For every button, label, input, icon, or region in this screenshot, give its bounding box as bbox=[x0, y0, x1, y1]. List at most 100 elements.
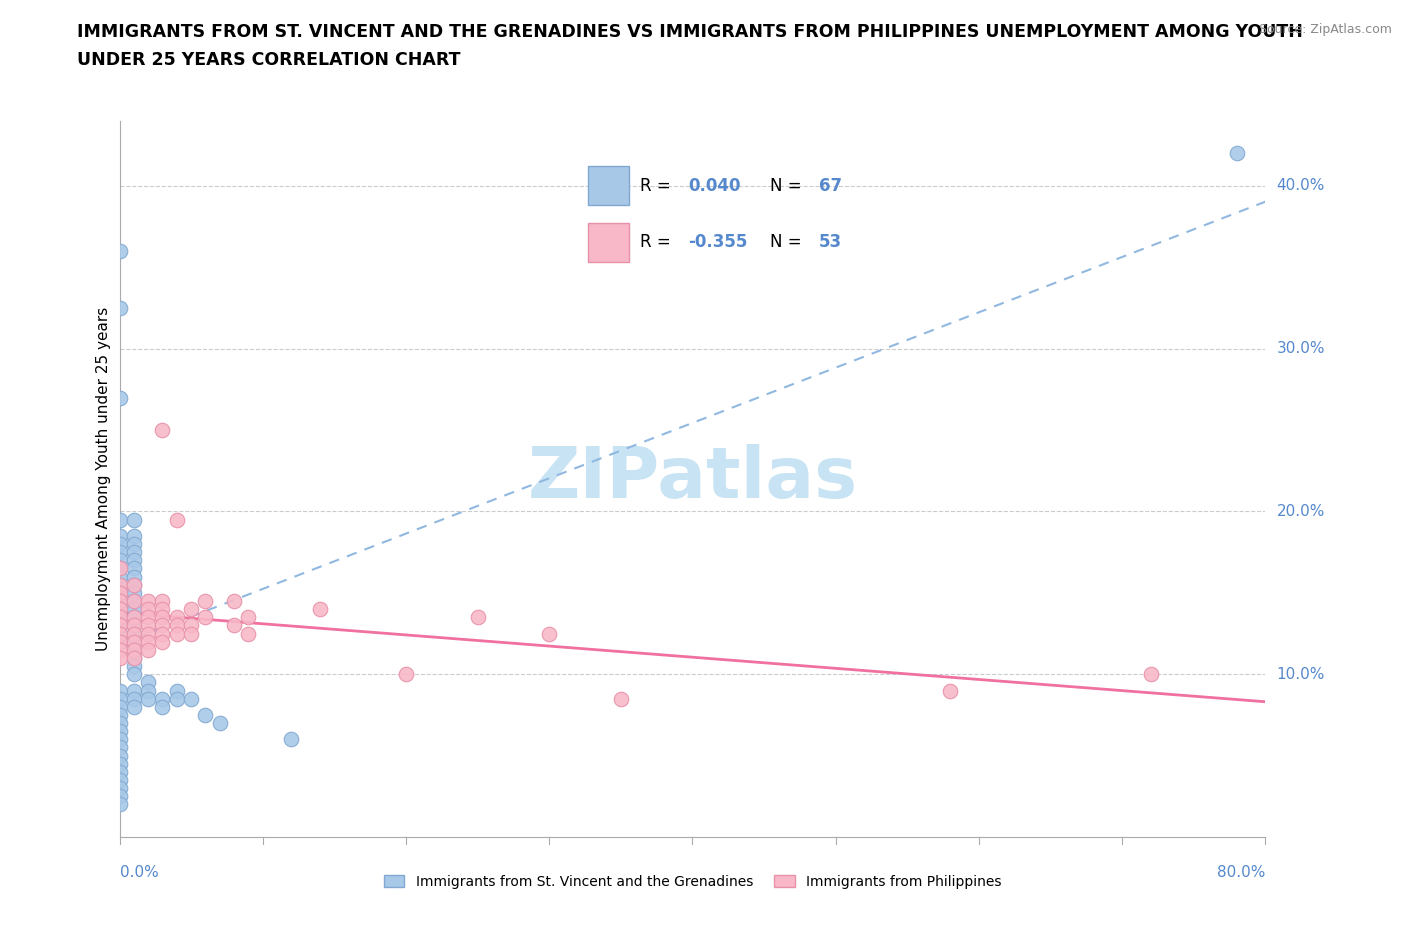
Point bbox=[108, 724, 131, 738]
Point bbox=[122, 610, 145, 625]
Point bbox=[395, 667, 418, 682]
Point bbox=[122, 658, 145, 673]
Point bbox=[122, 643, 145, 658]
Point bbox=[108, 634, 131, 649]
Text: 80.0%: 80.0% bbox=[1218, 865, 1265, 880]
Legend: Immigrants from St. Vincent and the Grenadines, Immigrants from Philippines: Immigrants from St. Vincent and the Gren… bbox=[378, 870, 1007, 895]
Point bbox=[122, 537, 145, 551]
Point bbox=[194, 708, 217, 723]
Point bbox=[108, 528, 131, 543]
Point bbox=[136, 618, 159, 633]
Point bbox=[122, 634, 145, 649]
Point bbox=[122, 561, 145, 576]
Point bbox=[136, 593, 159, 608]
Point bbox=[180, 602, 202, 617]
Point bbox=[108, 569, 131, 584]
Point bbox=[222, 618, 246, 633]
Text: 0.0%: 0.0% bbox=[120, 865, 159, 880]
Text: IMMIGRANTS FROM ST. VINCENT AND THE GRENADINES VS IMMIGRANTS FROM PHILIPPINES UN: IMMIGRANTS FROM ST. VINCENT AND THE GREN… bbox=[77, 23, 1303, 41]
Point bbox=[108, 716, 131, 731]
Point bbox=[108, 300, 131, 315]
Point bbox=[108, 586, 131, 601]
Point bbox=[108, 764, 131, 779]
Point bbox=[108, 789, 131, 804]
Text: 10.0%: 10.0% bbox=[1277, 667, 1324, 682]
Point bbox=[108, 578, 131, 592]
Point bbox=[108, 634, 131, 649]
Point bbox=[152, 610, 174, 625]
Point bbox=[122, 602, 145, 617]
Point bbox=[108, 602, 131, 617]
Point bbox=[108, 699, 131, 714]
Point bbox=[108, 618, 131, 633]
Point bbox=[180, 618, 202, 633]
Point bbox=[108, 593, 131, 608]
Point bbox=[208, 716, 231, 731]
Point bbox=[136, 602, 159, 617]
Point bbox=[152, 593, 174, 608]
Text: 20.0%: 20.0% bbox=[1277, 504, 1324, 519]
Point bbox=[152, 691, 174, 706]
Point bbox=[108, 643, 131, 658]
Point bbox=[152, 618, 174, 633]
Text: ZIPatlas: ZIPatlas bbox=[527, 445, 858, 513]
Point bbox=[939, 683, 962, 698]
Point bbox=[136, 675, 159, 690]
Point bbox=[152, 422, 174, 438]
Point bbox=[166, 683, 188, 698]
Point bbox=[108, 537, 131, 551]
Point bbox=[122, 667, 145, 682]
Point bbox=[108, 593, 131, 608]
Point bbox=[108, 561, 131, 576]
Point bbox=[108, 512, 131, 527]
Point bbox=[108, 708, 131, 723]
Point bbox=[108, 561, 131, 576]
Point bbox=[108, 552, 131, 567]
Point bbox=[122, 651, 145, 666]
Point bbox=[122, 618, 145, 633]
Point bbox=[166, 512, 188, 527]
Point bbox=[152, 626, 174, 641]
Point bbox=[108, 586, 131, 601]
Point bbox=[108, 651, 131, 666]
Point bbox=[108, 610, 131, 625]
Point bbox=[108, 610, 131, 625]
Y-axis label: Unemployment Among Youth under 25 years: Unemployment Among Youth under 25 years bbox=[96, 307, 111, 651]
Point bbox=[108, 602, 131, 617]
Point bbox=[122, 634, 145, 649]
Point bbox=[122, 569, 145, 584]
Text: UNDER 25 YEARS CORRELATION CHART: UNDER 25 YEARS CORRELATION CHART bbox=[77, 51, 461, 69]
Point bbox=[222, 593, 246, 608]
Point bbox=[309, 602, 332, 617]
Point bbox=[108, 732, 131, 747]
Point bbox=[152, 602, 174, 617]
Point bbox=[108, 391, 131, 405]
Point bbox=[122, 618, 145, 633]
Point bbox=[194, 593, 217, 608]
Point bbox=[122, 552, 145, 567]
Point bbox=[136, 626, 159, 641]
Point bbox=[108, 797, 131, 812]
Point bbox=[136, 691, 159, 706]
Point bbox=[180, 691, 202, 706]
Point bbox=[166, 626, 188, 641]
Point bbox=[136, 634, 159, 649]
Point bbox=[122, 699, 145, 714]
Point bbox=[122, 643, 145, 658]
Point bbox=[238, 626, 260, 641]
Point bbox=[122, 651, 145, 666]
Point bbox=[610, 691, 633, 706]
Point bbox=[136, 683, 159, 698]
Point bbox=[122, 691, 145, 706]
Point bbox=[122, 683, 145, 698]
Point bbox=[122, 512, 145, 527]
Point bbox=[108, 244, 131, 259]
Point bbox=[122, 593, 145, 608]
Point bbox=[166, 691, 188, 706]
Point bbox=[180, 626, 202, 641]
Point bbox=[108, 748, 131, 763]
Point bbox=[166, 610, 188, 625]
Point bbox=[108, 618, 131, 633]
Point bbox=[108, 773, 131, 788]
Point bbox=[108, 691, 131, 706]
